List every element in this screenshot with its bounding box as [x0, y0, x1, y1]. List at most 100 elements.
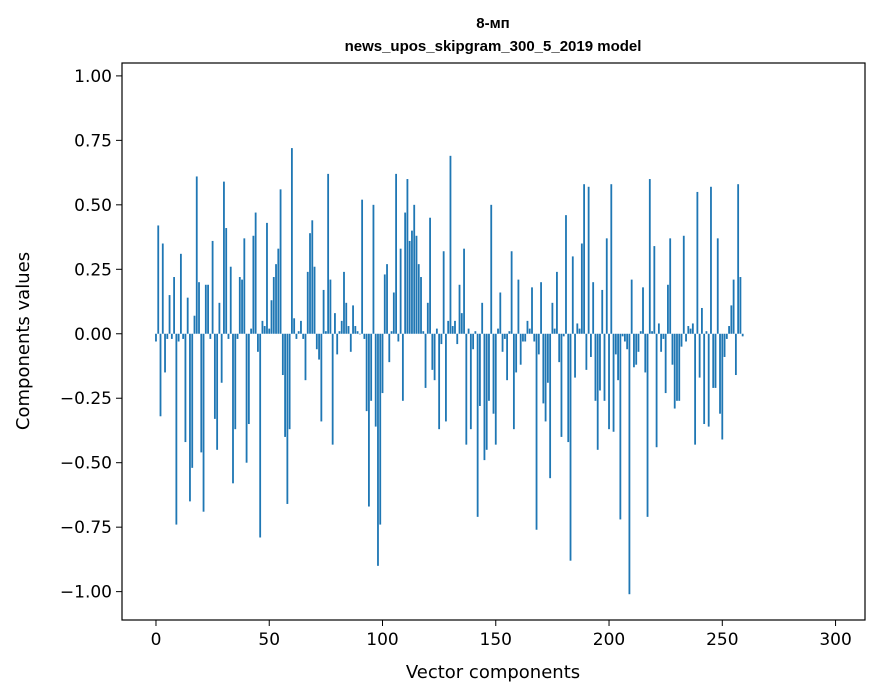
bar [689, 328, 692, 334]
bar-series [155, 148, 744, 595]
x-axis-label: Vector components [406, 662, 580, 683]
bar [177, 333, 180, 342]
bar [306, 271, 309, 334]
bar [517, 279, 520, 334]
bar [288, 333, 291, 430]
bar [438, 333, 441, 430]
bar [399, 248, 402, 334]
bar [562, 333, 565, 337]
bar [220, 333, 223, 383]
bar [324, 331, 327, 334]
bar [388, 333, 391, 363]
bar [621, 333, 624, 337]
x-tick-label: 0 [151, 630, 162, 650]
bar [676, 333, 678, 401]
bar [211, 240, 214, 334]
bar [605, 238, 608, 334]
bar [687, 326, 690, 334]
bar [519, 333, 522, 365]
y-axis-ticks: 1.00 0.75 0.50 0.25 0.00 −0.25 −0.50 −0.75 −1.00 [60, 67, 122, 603]
bar [363, 333, 366, 339]
bar [685, 333, 687, 342]
bar [209, 333, 212, 339]
bar [356, 331, 359, 334]
bar [290, 148, 293, 334]
bar [499, 292, 502, 334]
bar [678, 333, 681, 401]
plot-frame [121, 62, 866, 621]
bar [458, 284, 461, 334]
bar [712, 333, 715, 388]
bar [302, 333, 305, 339]
bar [232, 333, 234, 484]
bar [585, 333, 588, 370]
bar [476, 333, 479, 517]
bar [707, 333, 710, 427]
bar [583, 184, 586, 334]
bar [266, 222, 268, 334]
x-axis-ticks: 0 50 100 150 200 250 300 [151, 620, 852, 650]
bar [157, 225, 160, 334]
bar [639, 331, 642, 334]
bar [404, 212, 407, 334]
bar [506, 333, 508, 381]
bar [657, 323, 660, 334]
chart-title-line-2: news_upos_skipgram_300_5_2019 model [345, 38, 642, 55]
bar [313, 266, 316, 334]
bar [179, 253, 182, 334]
bar [257, 333, 259, 352]
bar [281, 333, 284, 376]
bar [714, 333, 717, 388]
bar [297, 331, 300, 334]
bar [234, 333, 237, 430]
bar [164, 333, 166, 373]
bar [472, 333, 475, 350]
bar [268, 328, 271, 334]
bar [284, 333, 286, 437]
bar [501, 333, 504, 352]
bar [159, 333, 162, 417]
bar [250, 328, 253, 334]
chart-title-line-1: 8-мп [476, 15, 510, 32]
bar [653, 246, 656, 334]
bar [286, 333, 289, 504]
bar [338, 331, 341, 334]
x-tick-label: 100 [366, 630, 398, 650]
bar [576, 323, 579, 334]
bar [241, 279, 243, 334]
bar [279, 189, 282, 334]
bar [465, 333, 468, 445]
bar [662, 333, 665, 339]
x-tick-label: 200 [593, 630, 625, 650]
bar [481, 302, 484, 334]
bar [696, 191, 699, 334]
bar [603, 333, 606, 401]
bar [349, 333, 352, 352]
bar [426, 302, 429, 334]
bar [275, 264, 277, 334]
bar [173, 277, 175, 334]
bar [386, 264, 388, 334]
bar [261, 320, 264, 334]
bar [635, 333, 638, 365]
bar [682, 235, 685, 334]
bar [571, 256, 574, 334]
bar [365, 333, 368, 412]
bar [204, 284, 207, 334]
bar [728, 326, 730, 334]
bar [155, 333, 157, 342]
bar [218, 302, 221, 334]
y-axis-label: Components values [13, 252, 34, 430]
bar [660, 333, 663, 352]
bar [587, 186, 590, 334]
bar [533, 333, 536, 342]
bar [415, 235, 418, 334]
bar [705, 331, 708, 334]
bar [739, 277, 742, 334]
bar [191, 333, 194, 468]
bar [599, 333, 601, 391]
bar [322, 289, 325, 334]
bar [440, 333, 443, 345]
bar [596, 333, 599, 450]
bar [216, 333, 219, 450]
